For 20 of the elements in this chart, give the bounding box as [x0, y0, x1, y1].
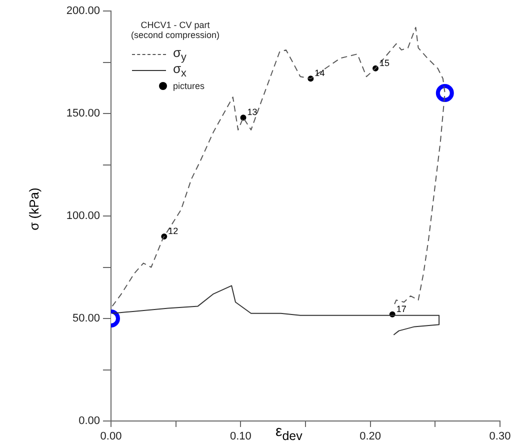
annotation: 15: [380, 58, 390, 68]
point: [240, 114, 246, 121]
y-tick-label: 50.00: [72, 312, 100, 325]
y-tick-label: 100.00: [66, 210, 100, 222]
x-axis-title: ε$_{dev}$: [276, 423, 302, 443]
annotation: 17: [396, 304, 406, 314]
annotation: 13: [247, 107, 258, 118]
x-tick-label: 0.30: [489, 430, 511, 443]
legend-label: σ$_{y}$: [173, 44, 186, 64]
y-tick-label: 0.00: [78, 415, 100, 428]
x-tick-label: 0.10: [230, 430, 252, 443]
annotation: 12: [168, 226, 178, 236]
y-axis-title: σ (kPa): [26, 187, 42, 230]
legend-title: CHCV1 - CV part (second compression): [131, 20, 220, 40]
legend-label: pictures: [173, 81, 205, 91]
x-tick-label: 0.20: [360, 430, 382, 443]
annotation: 14: [314, 68, 325, 78]
y-tick-label: 200.00: [66, 5, 100, 18]
y-tick-label: 150.00: [66, 108, 100, 120]
x-tick-label: 0.00: [100, 430, 122, 443]
